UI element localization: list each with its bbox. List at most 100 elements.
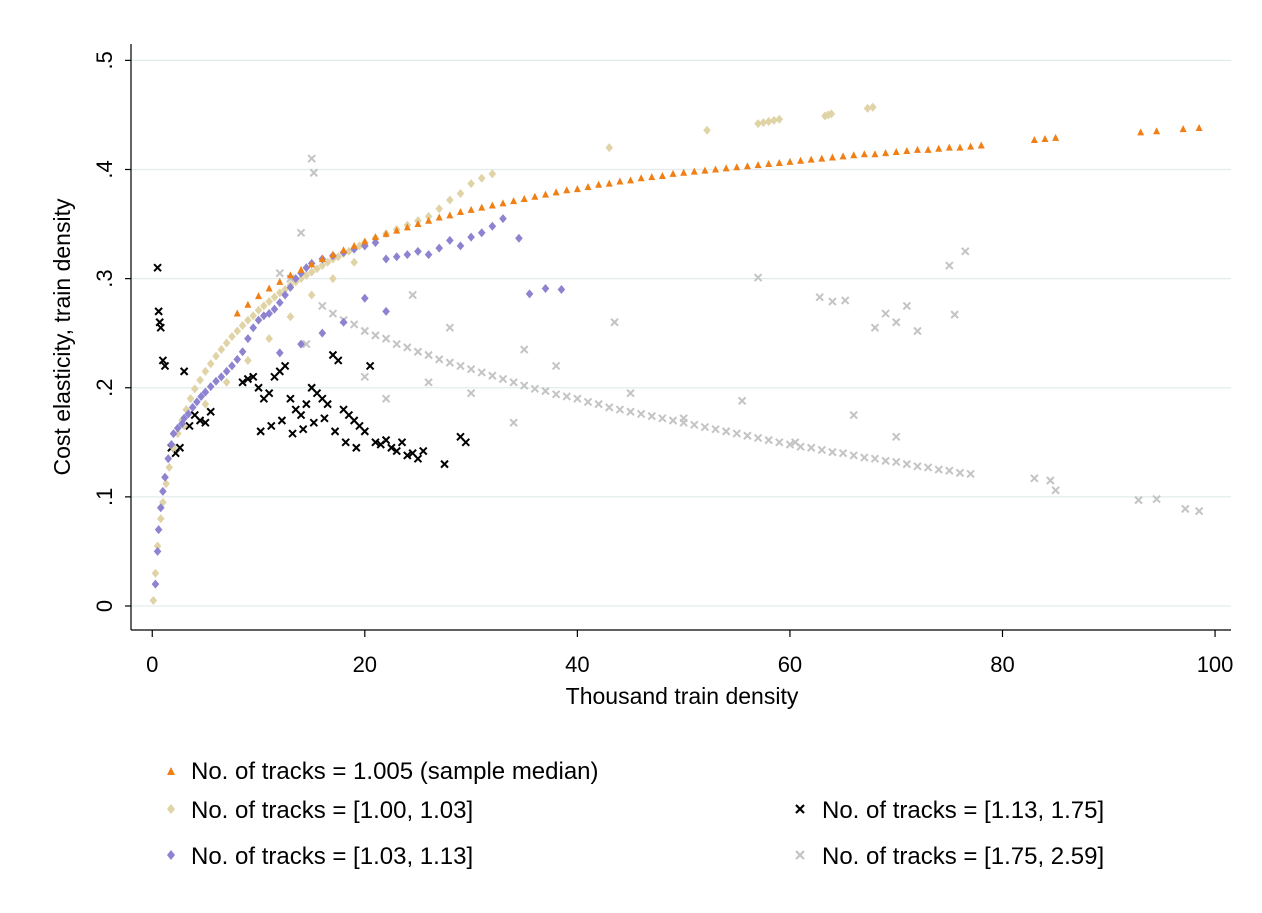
- series-4: [275, 154, 1204, 516]
- series-2-point-58: [557, 285, 566, 295]
- legend-marker-0: [167, 767, 175, 775]
- x-ticks: 0 20 40 60 80 100: [146, 630, 1233, 677]
- series-3-point-62: [352, 443, 361, 452]
- series-1-point-57: [605, 143, 614, 153]
- series-3-point-39: [365, 361, 375, 371]
- series-4-point-89: [520, 345, 529, 354]
- series-4-point-91: [610, 318, 619, 327]
- series-3-point-40: [371, 438, 380, 447]
- series-4-point-18: [456, 361, 465, 371]
- series-0-point-38: [637, 174, 645, 182]
- series-2-point-2: [154, 525, 163, 535]
- series-2-point-4: [159, 486, 167, 496]
- series-0-point-50: [765, 160, 773, 168]
- series-2-point-19: [217, 372, 226, 382]
- series-4-point-25: [530, 384, 540, 394]
- series-4-point-88: [445, 323, 455, 332]
- series-4-point-38: [668, 416, 678, 425]
- series-1-point-73: [265, 334, 273, 344]
- series-2-point-48: [435, 243, 444, 253]
- series-1-point-68: [869, 102, 877, 112]
- series-3-point-59: [320, 414, 329, 423]
- series-2-point-16: [201, 387, 210, 397]
- series-4-point-26: [541, 386, 550, 396]
- legend-item-1: No. of tracks = [1.00, 1.03]: [167, 797, 473, 824]
- series-0-point-11: [350, 241, 358, 249]
- series-3-point-45: [397, 438, 407, 447]
- series-3-point-23: [280, 361, 290, 371]
- series-3-point-43: [387, 443, 396, 452]
- series-2-point-11: [180, 413, 188, 423]
- series-2-point-15: [197, 391, 205, 401]
- series-0-point-29: [541, 190, 549, 198]
- series-4-point-82: [913, 326, 922, 336]
- series-1-point-58: [703, 125, 711, 135]
- series-1-point-34: [307, 267, 316, 277]
- series-0-point-7: [308, 260, 316, 268]
- x-tick-label-3: 60: [778, 652, 802, 677]
- series-3-point-18: [254, 383, 263, 392]
- series-4-point-42: [711, 425, 720, 434]
- series-2-point-17: [206, 382, 215, 392]
- series-0-point-45: [712, 165, 720, 173]
- series-4-point-77: [840, 296, 850, 305]
- series-0-point-76: [1179, 125, 1187, 133]
- legend-label-4: No. of tracks = [1.75, 2.59]: [822, 843, 1104, 870]
- legend-marker-2: [167, 850, 175, 860]
- series-1-point-17: [217, 345, 226, 355]
- series-4-point-58: [881, 456, 890, 466]
- series-1-point-54: [467, 179, 475, 189]
- series-4-point-69: [1051, 486, 1060, 495]
- series-1-point-67: [863, 103, 872, 113]
- series-4-point-4: [309, 168, 319, 177]
- series-4-point-56: [860, 453, 869, 462]
- series-4-point-22: [498, 374, 508, 384]
- series-3-point-0: [153, 263, 162, 272]
- series-4-point-101: [849, 410, 858, 420]
- series-0-point-5: [286, 271, 294, 279]
- series-4-point-60: [902, 459, 912, 469]
- series-3-point-1: [154, 307, 163, 316]
- series-0-point-63: [903, 146, 911, 154]
- series-1-point-43: [355, 241, 364, 251]
- series-0-point-67: [945, 143, 953, 151]
- series-3-point-26: [296, 410, 306, 420]
- series-1-point-25: [260, 301, 268, 311]
- series-0-point-59: [860, 150, 868, 158]
- series-4-point-40: [690, 420, 699, 430]
- series-3-point-48: [413, 454, 423, 463]
- series-0-point-19: [435, 213, 443, 221]
- series-4-point-31: [594, 399, 603, 409]
- series-1-point-28: [275, 288, 284, 298]
- series-4-point-35: [636, 409, 646, 419]
- series-2-point-6: [164, 454, 172, 464]
- series-0-point-55: [818, 154, 826, 162]
- series-4-point-66: [966, 469, 975, 479]
- series-0-point-74: [1137, 128, 1145, 136]
- series-1-point-55: [477, 173, 486, 183]
- series-2-point-21: [228, 361, 236, 371]
- series-0-point-18: [425, 216, 433, 224]
- y-tick-label-3: .3: [92, 269, 117, 287]
- series-3-point-60: [330, 427, 340, 436]
- series-1-point-11: [186, 394, 195, 404]
- series-4-point-74: [753, 273, 763, 282]
- series-1-point-70: [201, 399, 210, 409]
- series-2-point-42: [371, 238, 380, 248]
- series-0-point-48: [743, 162, 751, 170]
- series-1-point-19: [228, 331, 236, 341]
- legend-item-2: No. of tracks = [1.03, 1.13]: [167, 843, 473, 870]
- series-0-point-58: [850, 151, 858, 159]
- series-1-point-72: [244, 355, 252, 365]
- series-2-point-59: [275, 348, 284, 358]
- series-0-point-46: [722, 164, 730, 172]
- series-1-point-3: [156, 514, 165, 524]
- series-4-point-76: [828, 297, 837, 306]
- series-1-point-53: [456, 189, 465, 199]
- series-2-point-53: [488, 221, 497, 231]
- series-1-point-12: [190, 384, 199, 394]
- series-0-point-20: [446, 211, 454, 219]
- series-4-point-14: [413, 347, 423, 356]
- series-0-point-15: [393, 226, 401, 234]
- series-2-point-44: [392, 252, 401, 262]
